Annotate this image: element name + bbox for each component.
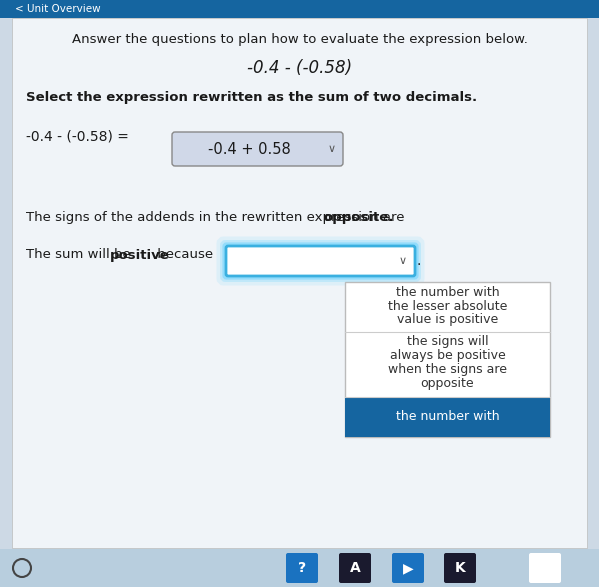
Text: always be positive: always be positive	[389, 349, 506, 362]
Text: ▶: ▶	[403, 561, 413, 575]
FancyBboxPatch shape	[286, 553, 318, 583]
FancyBboxPatch shape	[345, 282, 550, 437]
FancyBboxPatch shape	[12, 18, 587, 548]
Text: the signs will: the signs will	[407, 335, 488, 348]
Text: the lesser absolute: the lesser absolute	[388, 299, 507, 312]
Text: Select the expression rewritten as the sum of two decimals.: Select the expression rewritten as the s…	[26, 92, 477, 104]
FancyBboxPatch shape	[529, 553, 561, 583]
Text: the number with: the number with	[396, 285, 500, 299]
FancyBboxPatch shape	[392, 553, 424, 583]
Text: Answer the questions to plan how to evaluate the expression below.: Answer the questions to plan how to eval…	[71, 33, 528, 46]
Text: because: because	[153, 248, 214, 261]
Text: positive: positive	[110, 248, 170, 261]
FancyBboxPatch shape	[339, 553, 371, 583]
FancyBboxPatch shape	[172, 132, 343, 166]
Text: opposite.: opposite.	[324, 211, 394, 224]
Text: The signs of the addends in the rewritten expression are: The signs of the addends in the rewritte…	[26, 211, 409, 224]
Text: when the signs are: when the signs are	[388, 363, 507, 376]
Text: < Unit Overview: < Unit Overview	[15, 4, 101, 14]
Text: -0.4 - (-0.58) =: -0.4 - (-0.58) =	[26, 129, 129, 143]
Text: the number with: the number with	[396, 410, 500, 423]
Text: value is positive: value is positive	[397, 313, 498, 326]
Text: Q: Q	[539, 561, 551, 575]
FancyBboxPatch shape	[0, 549, 599, 587]
FancyBboxPatch shape	[0, 0, 599, 18]
Text: A: A	[350, 561, 361, 575]
Text: -0.4 + 0.58: -0.4 + 0.58	[208, 141, 291, 157]
Text: ∨: ∨	[399, 256, 407, 266]
Text: The sum will be: The sum will be	[26, 248, 135, 261]
FancyBboxPatch shape	[345, 397, 550, 437]
Text: opposite: opposite	[420, 376, 474, 390]
Text: -0.4 - (-0.58): -0.4 - (-0.58)	[247, 59, 352, 77]
Text: K: K	[455, 561, 465, 575]
Text: ?: ?	[298, 561, 306, 575]
FancyBboxPatch shape	[226, 246, 415, 276]
Text: ∨: ∨	[328, 144, 336, 154]
FancyBboxPatch shape	[444, 553, 476, 583]
Text: .: .	[417, 254, 421, 268]
